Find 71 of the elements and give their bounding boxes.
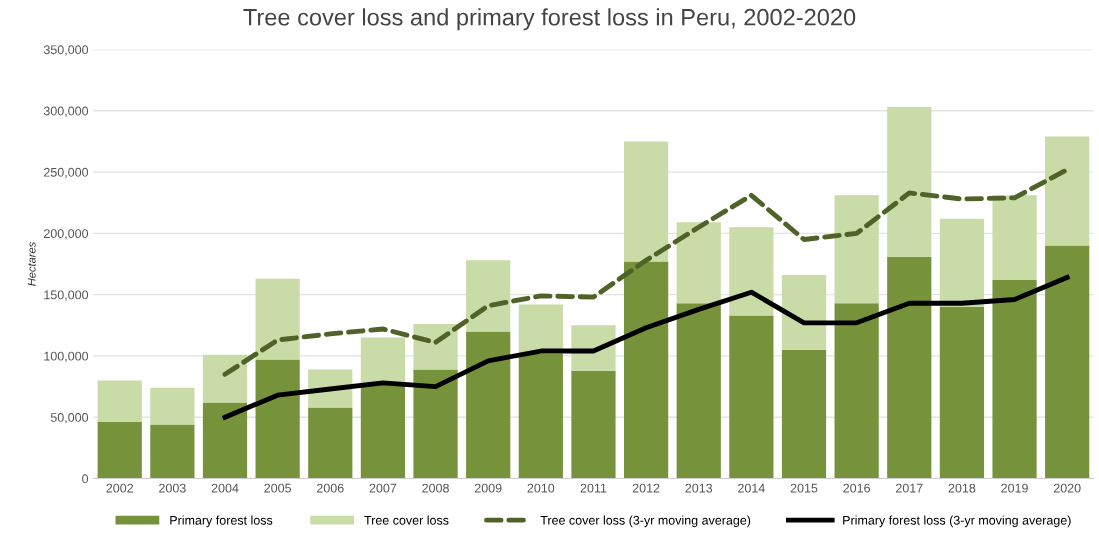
x-tick-label: 2005 bbox=[264, 483, 292, 493]
bar bbox=[729, 227, 774, 316]
x-tick-label: 2013 bbox=[685, 483, 713, 493]
x-tick-label: 2018 bbox=[948, 483, 976, 493]
bar bbox=[360, 384, 406, 479]
bar bbox=[97, 380, 142, 423]
bar bbox=[308, 407, 353, 479]
line-series bbox=[222, 275, 1070, 420]
bar bbox=[255, 278, 300, 360]
bar bbox=[202, 402, 248, 479]
bar bbox=[97, 422, 142, 479]
line-series bbox=[222, 167, 1070, 377]
legend-label: Tree cover loss bbox=[364, 515, 449, 525]
bar bbox=[1045, 136, 1090, 246]
bar bbox=[676, 222, 721, 304]
x-tick-label: 2010 bbox=[527, 483, 555, 493]
bar bbox=[466, 260, 511, 332]
y-axis-title: Hectares bbox=[27, 242, 36, 286]
bar bbox=[466, 331, 511, 479]
y-tick-label: 250,000 bbox=[44, 167, 89, 179]
x-tick-label: 2002 bbox=[106, 483, 134, 493]
x-tick-label: 2014 bbox=[738, 483, 765, 493]
bar bbox=[781, 275, 827, 350]
y-tick-label: 200,000 bbox=[44, 229, 89, 240]
bar bbox=[150, 387, 195, 425]
y-tick-label: 0 bbox=[82, 474, 89, 484]
bar bbox=[623, 261, 669, 479]
x-tick-label: 2016 bbox=[843, 483, 870, 493]
x-tick-label: 2008 bbox=[422, 483, 449, 493]
y-tick-label: 150,000 bbox=[44, 290, 89, 301]
bar bbox=[781, 349, 827, 479]
bar bbox=[518, 353, 563, 479]
legend-label: Primary forest loss bbox=[170, 515, 273, 528]
bar bbox=[992, 195, 1037, 280]
bar bbox=[834, 303, 879, 479]
y-tick-label: 100,000 bbox=[44, 351, 89, 363]
x-tick-label: 2003 bbox=[159, 483, 186, 493]
y-tick-label: 300,000 bbox=[43, 106, 89, 117]
bar bbox=[992, 279, 1037, 479]
x-tick-label: 2009 bbox=[474, 483, 502, 493]
legend-label: Tree cover loss (3-yr moving average) bbox=[540, 515, 751, 528]
bar bbox=[939, 306, 985, 479]
bar bbox=[571, 370, 616, 479]
x-tick-label: 2012 bbox=[632, 483, 660, 493]
bar bbox=[360, 337, 406, 385]
bar bbox=[939, 218, 985, 307]
bar bbox=[887, 107, 932, 257]
bar bbox=[202, 354, 248, 403]
bar bbox=[571, 325, 616, 371]
x-tick-label: 2015 bbox=[790, 483, 818, 493]
bar bbox=[834, 195, 879, 304]
bar bbox=[413, 369, 458, 479]
bar bbox=[255, 359, 300, 479]
bar bbox=[623, 141, 669, 262]
bar bbox=[150, 424, 195, 479]
y-tick-label: 50,000 bbox=[50, 413, 89, 424]
x-tick-label: 2006 bbox=[317, 483, 344, 493]
legend-label: Primary forest loss (3-yr moving average) bbox=[843, 515, 1071, 528]
bar bbox=[887, 256, 932, 479]
x-tick-label: 2004 bbox=[211, 483, 239, 493]
chart-title: Tree cover loss and primary forest loss in Peru, 2002-2020 bbox=[243, 8, 856, 31]
bar bbox=[729, 315, 774, 479]
bar bbox=[676, 303, 721, 479]
y-tick-label: 350,000 bbox=[43, 45, 89, 56]
x-tick-label: 2020 bbox=[1053, 483, 1081, 493]
bar bbox=[1045, 245, 1090, 479]
x-tick-label: 2007 bbox=[369, 483, 397, 493]
x-tick-label: 2011 bbox=[580, 483, 607, 493]
x-tick-label: 2019 bbox=[1001, 483, 1028, 493]
bar bbox=[518, 304, 563, 354]
x-tick-label: 2017 bbox=[896, 483, 923, 493]
